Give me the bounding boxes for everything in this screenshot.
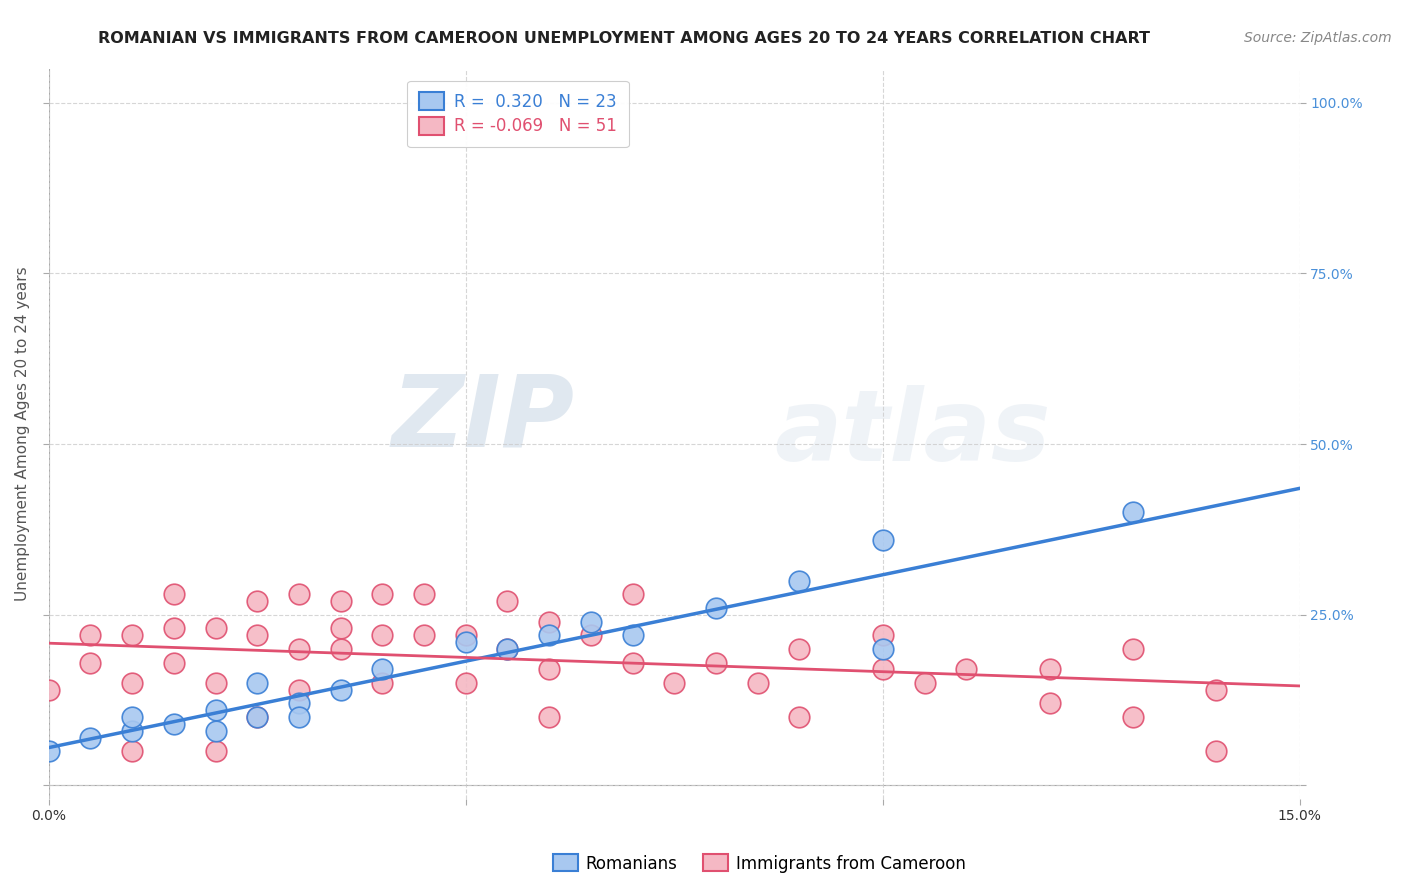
Point <box>163 717 186 731</box>
Point <box>288 641 311 656</box>
Point <box>872 533 894 547</box>
Point <box>704 600 727 615</box>
Point <box>621 628 644 642</box>
Point <box>371 662 394 676</box>
Point <box>121 744 143 758</box>
Point <box>454 628 477 642</box>
Legend: Romanians, Immigrants from Cameroon: Romanians, Immigrants from Cameroon <box>546 847 973 880</box>
Point <box>621 587 644 601</box>
Point <box>121 628 143 642</box>
Point <box>1039 662 1062 676</box>
Point <box>163 656 186 670</box>
Point <box>1039 697 1062 711</box>
Point <box>747 676 769 690</box>
Point <box>664 676 686 690</box>
Point <box>246 710 269 724</box>
Point <box>204 744 226 758</box>
Point <box>496 641 519 656</box>
Point <box>914 676 936 690</box>
Point <box>204 723 226 738</box>
Y-axis label: Unemployment Among Ages 20 to 24 years: Unemployment Among Ages 20 to 24 years <box>15 267 30 601</box>
Text: atlas: atlas <box>775 385 1050 483</box>
Point <box>288 710 311 724</box>
Point <box>329 594 352 608</box>
Point <box>413 587 436 601</box>
Point <box>204 703 226 717</box>
Point <box>1122 710 1144 724</box>
Point <box>1122 505 1144 519</box>
Point <box>79 731 101 745</box>
Point <box>579 615 602 629</box>
Point <box>204 676 226 690</box>
Point <box>496 594 519 608</box>
Point <box>955 662 977 676</box>
Point <box>79 628 101 642</box>
Point <box>371 587 394 601</box>
Point <box>704 656 727 670</box>
Point <box>538 628 561 642</box>
Point <box>579 628 602 642</box>
Point <box>789 710 811 724</box>
Point <box>538 662 561 676</box>
Point <box>454 676 477 690</box>
Point <box>204 621 226 635</box>
Point <box>163 621 186 635</box>
Point <box>371 628 394 642</box>
Point <box>288 697 311 711</box>
Point <box>621 656 644 670</box>
Point <box>246 710 269 724</box>
Point <box>496 641 519 656</box>
Legend: R =  0.320   N = 23, R = -0.069   N = 51: R = 0.320 N = 23, R = -0.069 N = 51 <box>408 80 628 147</box>
Point <box>38 744 60 758</box>
Point <box>1205 744 1227 758</box>
Text: Source: ZipAtlas.com: Source: ZipAtlas.com <box>1244 31 1392 45</box>
Point <box>246 676 269 690</box>
Point <box>329 641 352 656</box>
Point <box>38 682 60 697</box>
Text: ZIP: ZIP <box>391 371 574 467</box>
Point <box>121 676 143 690</box>
Point <box>413 628 436 642</box>
Point <box>121 710 143 724</box>
Point <box>1205 682 1227 697</box>
Point <box>538 710 561 724</box>
Point <box>121 723 143 738</box>
Point <box>872 628 894 642</box>
Point <box>371 676 394 690</box>
Point <box>288 587 311 601</box>
Point <box>329 682 352 697</box>
Point <box>789 574 811 588</box>
Point <box>288 682 311 697</box>
Point <box>246 594 269 608</box>
Point <box>789 641 811 656</box>
Point <box>872 641 894 656</box>
Point <box>454 635 477 649</box>
Point <box>1122 641 1144 656</box>
Point <box>246 628 269 642</box>
Point <box>872 662 894 676</box>
Point <box>329 621 352 635</box>
Point <box>79 656 101 670</box>
Text: ROMANIAN VS IMMIGRANTS FROM CAMEROON UNEMPLOYMENT AMONG AGES 20 TO 24 YEARS CORR: ROMANIAN VS IMMIGRANTS FROM CAMEROON UNE… <box>98 31 1150 46</box>
Point <box>538 615 561 629</box>
Point <box>163 587 186 601</box>
